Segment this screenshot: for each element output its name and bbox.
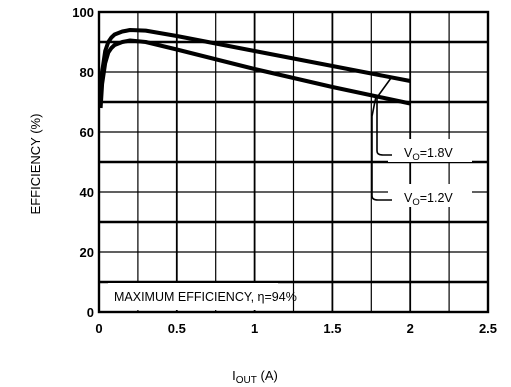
y-tick-label: 60 bbox=[80, 125, 94, 140]
x-tick-label: 1 bbox=[251, 321, 258, 336]
max-efficiency-annotation: MAXIMUM EFFICIENCY, η=94% bbox=[114, 290, 297, 304]
y-tick-label: 40 bbox=[80, 185, 94, 200]
x-axis-title: IOUT (A) bbox=[232, 368, 278, 386]
x-tick-label: 0 bbox=[95, 321, 102, 336]
y-tick-label: 80 bbox=[80, 65, 94, 80]
y-tick-label: 100 bbox=[72, 5, 94, 20]
y-axis-title: EFFICIENCY (%) bbox=[28, 114, 43, 215]
annotation-box: MAXIMUM EFFICIENCY, η=94% bbox=[108, 283, 297, 310]
y-tick-label: 0 bbox=[87, 305, 94, 320]
y-tick-label: 20 bbox=[80, 245, 94, 260]
x-tick-label: 0.5 bbox=[168, 321, 186, 336]
x-tick-label: 1.5 bbox=[323, 321, 341, 336]
x-tick-label: 2.5 bbox=[479, 321, 497, 336]
x-tick-label: 2 bbox=[407, 321, 414, 336]
